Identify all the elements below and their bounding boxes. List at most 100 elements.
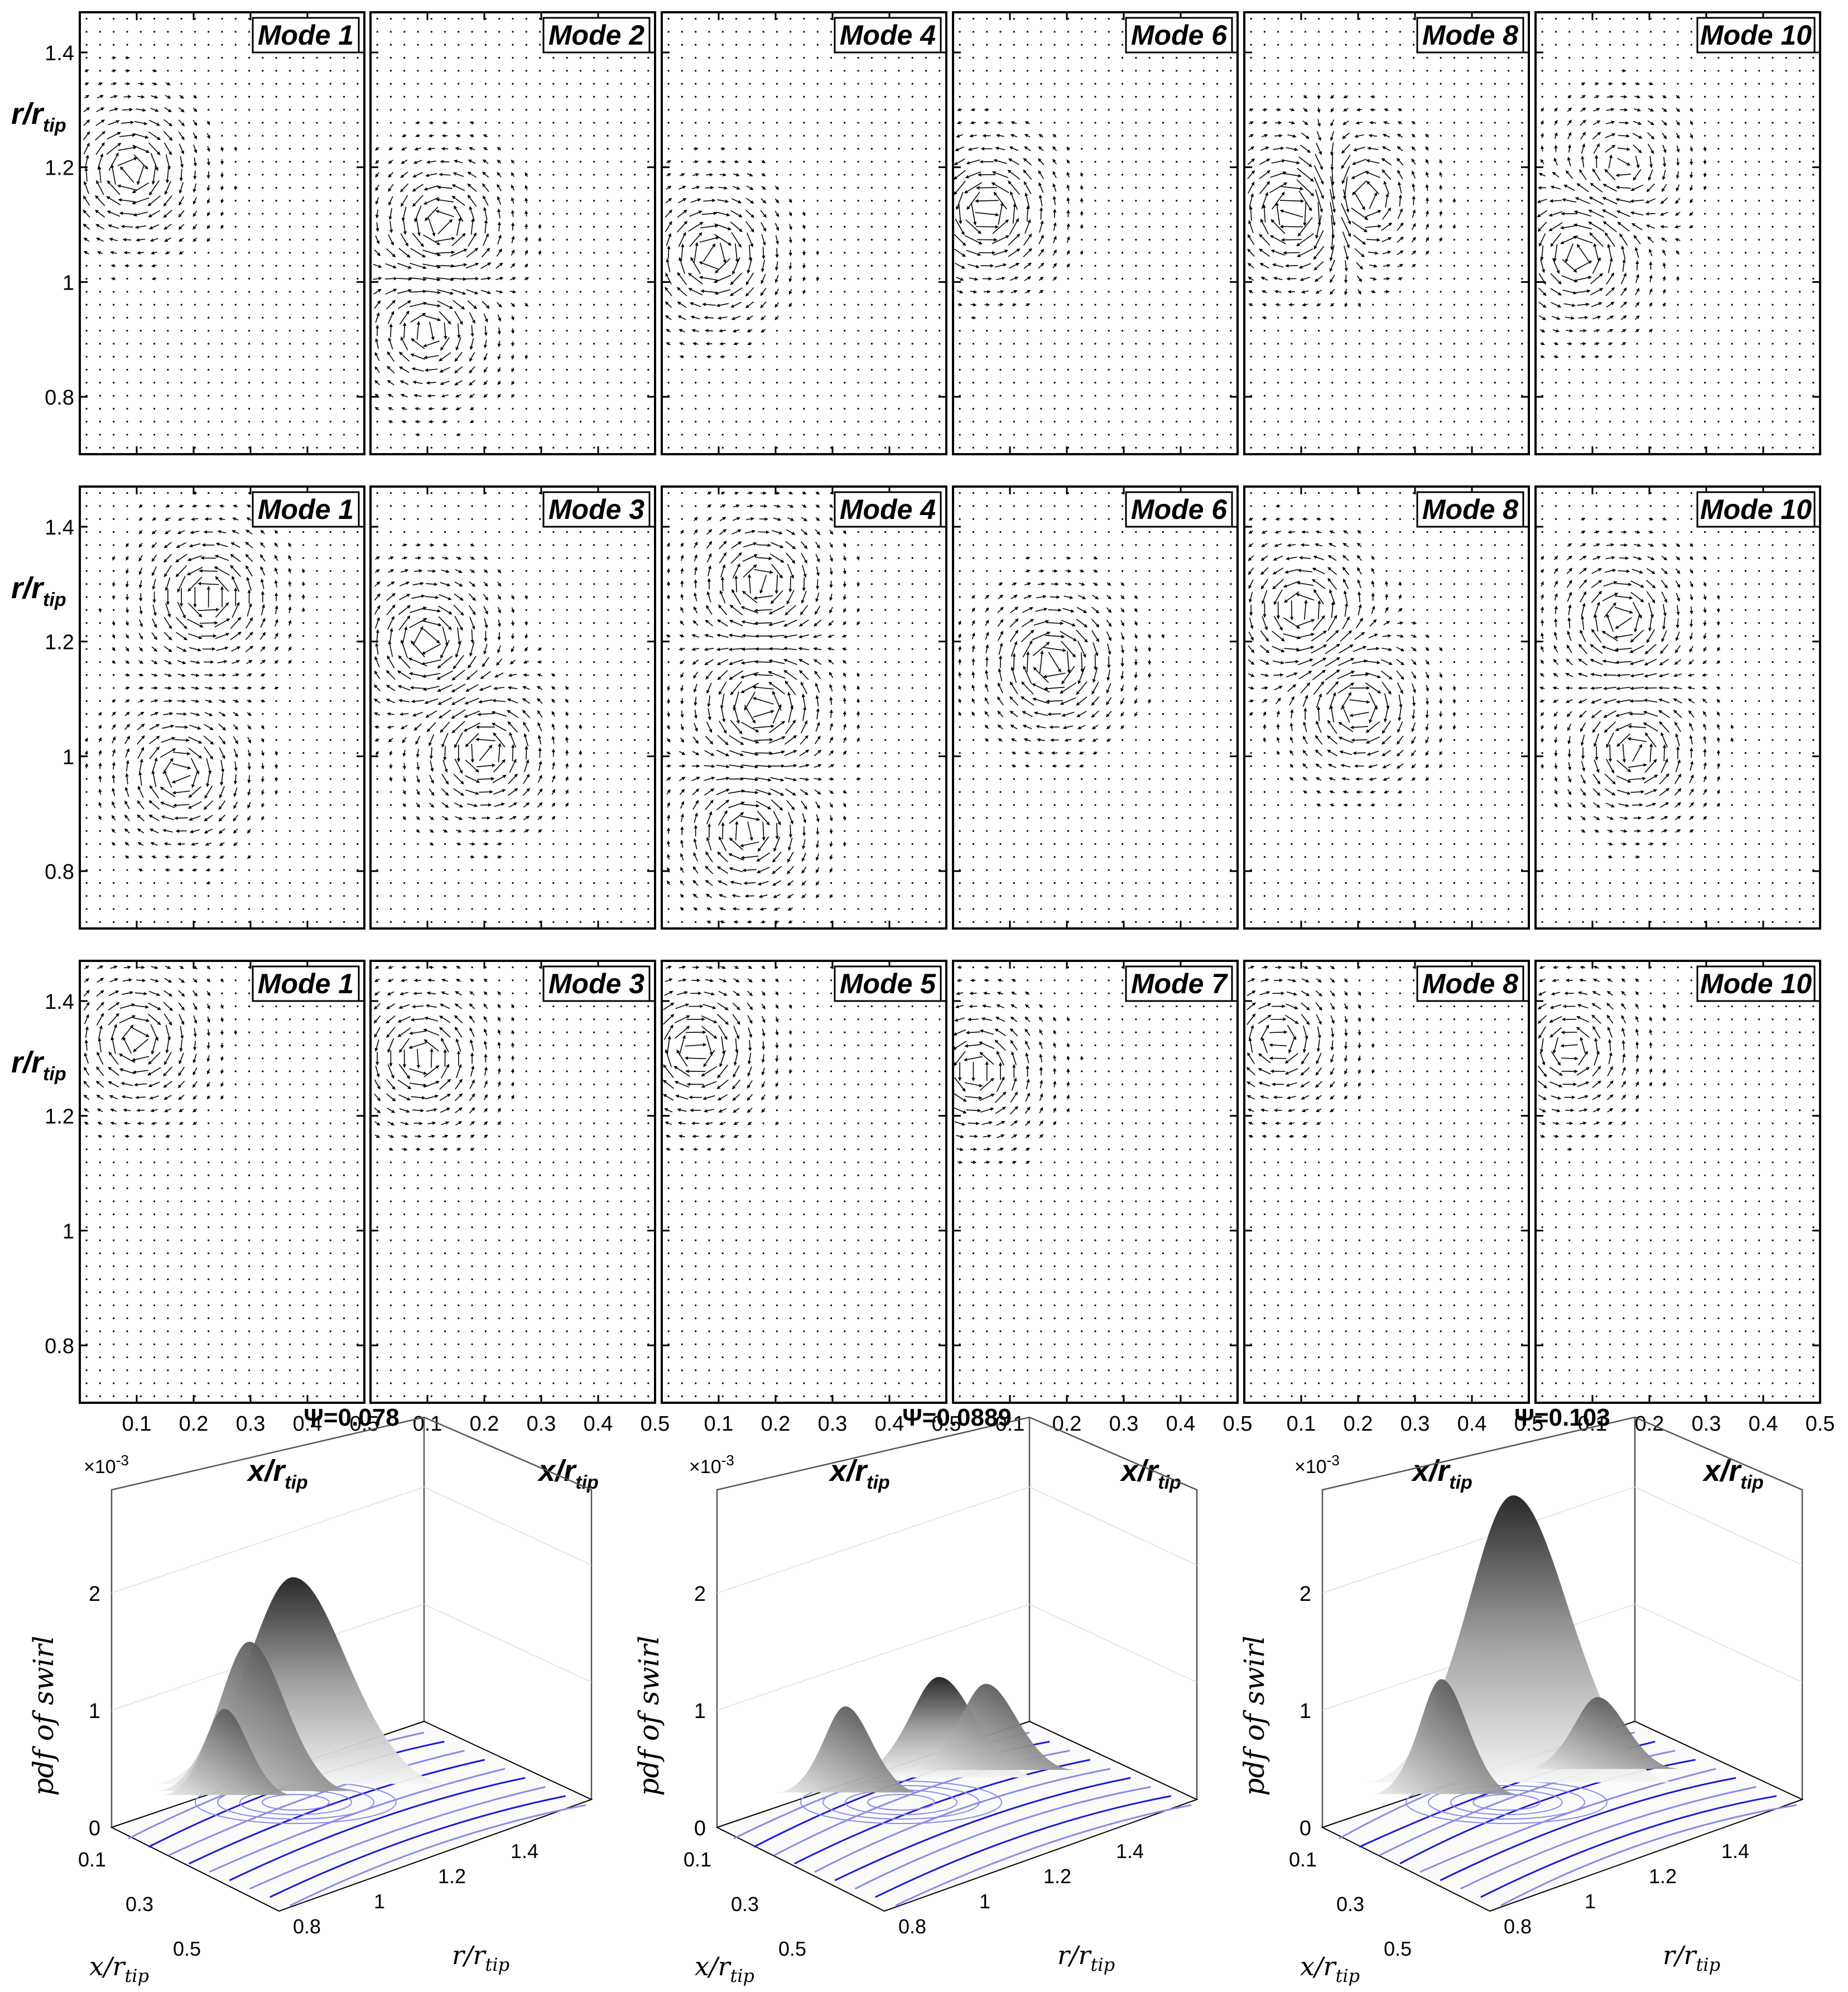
vector-dot <box>1358 343 1361 345</box>
vector-dot <box>357 200 359 202</box>
vector-dot <box>1798 382 1801 384</box>
vector-dot <box>1121 95 1124 98</box>
vector-dot <box>85 531 88 533</box>
vector-dot <box>552 161 555 163</box>
vector-dot <box>1453 186 1456 189</box>
vector-dot <box>870 134 873 137</box>
vector-dot <box>1162 252 1164 254</box>
vector-dot <box>208 316 210 319</box>
vector-dot <box>417 44 419 46</box>
vector-dot <box>1609 407 1611 410</box>
vector-dot <box>1744 330 1747 332</box>
vector-dot <box>884 213 887 215</box>
vector-dot <box>1162 56 1164 59</box>
vector-dot <box>1426 407 1428 410</box>
vector-dot <box>1176 291 1178 293</box>
vector-arrow <box>1580 329 1587 333</box>
vector-dot <box>234 225 237 228</box>
vector-dot <box>1263 31 1266 33</box>
vector-arrow <box>388 420 393 424</box>
vector-dot <box>593 421 595 423</box>
vector-dot <box>695 56 697 59</box>
vector-dot <box>498 407 501 410</box>
vector-dot <box>607 161 609 163</box>
vector-dot <box>403 56 406 59</box>
vector-dot <box>1507 382 1510 384</box>
vector-dot <box>830 330 832 332</box>
vector-dot <box>803 330 805 332</box>
vector-dot <box>844 147 846 150</box>
vector-dot <box>1467 368 1469 371</box>
vector-dot <box>1812 434 1815 436</box>
vector-dot <box>1480 394 1483 397</box>
vector-dot <box>471 95 473 98</box>
vector-dot <box>1507 134 1510 137</box>
vector-dot <box>1317 355 1320 358</box>
vector-dot <box>552 446 555 449</box>
vector-dot <box>1317 382 1320 384</box>
vector-dot <box>667 394 670 397</box>
vector-dot <box>1758 252 1760 254</box>
vector-dot <box>633 134 636 137</box>
vector-arrow <box>388 407 393 411</box>
vector-dot <box>343 161 345 163</box>
vector-dot <box>816 186 819 189</box>
vector-dot <box>85 434 88 436</box>
vector-dot <box>1744 70 1747 72</box>
vector-dot <box>1202 252 1205 254</box>
vector-dot <box>288 817 291 819</box>
vector-dot <box>1467 174 1469 176</box>
vector-dot <box>1772 83 1774 85</box>
vector-dot <box>302 421 305 423</box>
vector-dot <box>972 70 975 72</box>
vector-arrow <box>192 132 198 139</box>
vector-dot <box>85 778 88 780</box>
vector-dot <box>1453 70 1456 72</box>
vector-dot <box>633 95 636 98</box>
vector-arrow <box>397 288 412 294</box>
vector-dot <box>85 394 88 397</box>
vector-dot <box>681 134 684 137</box>
vector-arrow <box>375 185 379 191</box>
vector-dot <box>180 368 182 371</box>
vector-dot <box>458 56 460 59</box>
vector-dot <box>1426 434 1428 436</box>
vector-dot <box>248 382 251 384</box>
vector-dot <box>139 895 142 897</box>
vector-dot <box>607 239 609 241</box>
vector-dot <box>1440 291 1442 293</box>
vector-dot <box>113 856 115 858</box>
vector-dot <box>1677 291 1679 293</box>
vector-dot <box>1772 174 1774 176</box>
vector-dot <box>1703 225 1706 228</box>
vector-dot <box>1053 421 1056 423</box>
vector-dot <box>579 421 582 423</box>
vector-dot <box>1385 56 1388 59</box>
vector-dot <box>1467 277 1469 280</box>
vector-dot <box>1772 264 1774 267</box>
vector-arrow <box>423 355 439 359</box>
vector-arrow <box>178 210 185 218</box>
vector-dot <box>552 291 555 293</box>
vector-dot <box>262 882 264 884</box>
vector-dot <box>1399 70 1401 72</box>
vector-dot <box>444 109 446 111</box>
vector-arrow <box>96 107 105 112</box>
vector-dot <box>357 304 359 306</box>
vector-dot <box>167 31 169 33</box>
vector-dot <box>1521 368 1523 371</box>
vector-dot <box>579 186 582 189</box>
vector-arrow <box>110 251 117 254</box>
vector-dot <box>681 56 684 59</box>
vector-arrow <box>180 156 184 169</box>
vector-dot <box>1372 343 1374 345</box>
vector-dot <box>667 134 670 137</box>
vector-dot <box>1216 330 1219 332</box>
vector-dot <box>1162 304 1164 306</box>
vector-arrow <box>457 323 461 339</box>
vector-dot <box>221 368 223 371</box>
vector-dot <box>1263 56 1266 59</box>
vector-dot <box>986 18 988 20</box>
vector-dot <box>830 382 832 384</box>
vector-dot <box>607 330 609 332</box>
